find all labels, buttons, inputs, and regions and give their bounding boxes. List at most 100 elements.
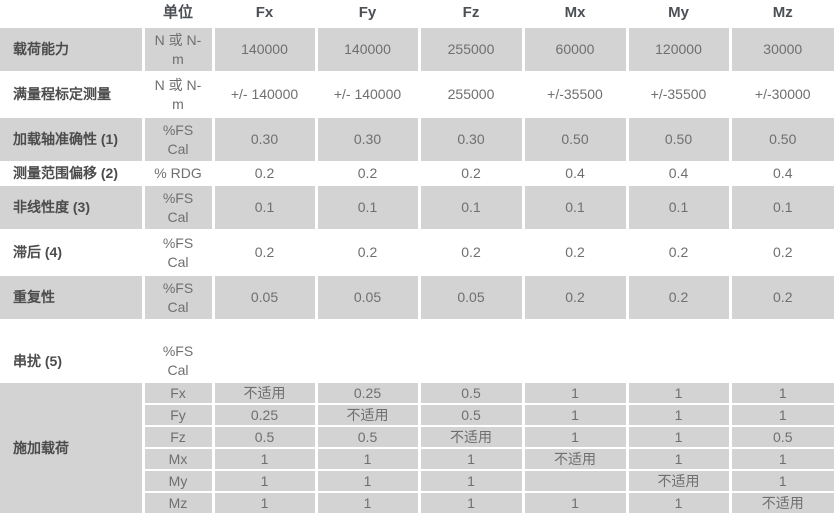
value-cell-mz: +/-30000 <box>730 72 834 118</box>
value-cell-fy: 0.05 <box>316 275 421 321</box>
value-cell-fz: 0.5 <box>419 382 525 405</box>
header-col-mx: Mx <box>523 0 629 28</box>
empty-cell <box>419 341 525 383</box>
row-label: 载荷能力 <box>0 27 145 73</box>
value-cell-fy: 0.1 <box>316 185 421 231</box>
row-load-axis-accuracy: 加载轴准确性 (1) %FS Cal 0.30 0.30 0.30 0.50 0… <box>0 117 834 163</box>
header-col-fy: Fy <box>316 0 421 28</box>
empty-cell <box>627 341 732 383</box>
value-cell-fz: 0.5 <box>419 404 525 427</box>
applied-load-row-fx: 施加载荷 Fx 不适用 0.25 0.5 1 1 1 <box>0 382 834 515</box>
axis-label-cell: Fz <box>143 426 215 449</box>
value-cell-mz: 0.2 <box>730 275 834 321</box>
value-cell-fy: 1 <box>316 470 421 493</box>
value-cell-mz: 0.4 <box>730 162 834 186</box>
value-cell-my: 1 <box>627 492 732 515</box>
header-col-fx: Fx <box>213 0 318 28</box>
row-label: 滞后 (4) <box>0 230 145 276</box>
row-nonlinearity: 非线性度 (3) %FS Cal 0.1 0.1 0.1 0.1 0.1 0.1 <box>0 185 834 231</box>
header-row: 单位 Fx Fy Fz Mx My Mz <box>0 0 834 28</box>
value-cell-mx: 60000 <box>523 27 629 73</box>
row-measurement-range-offset: 测量范围偏移 (2) % RDG 0.2 0.2 0.2 0.4 0.4 0.4 <box>0 162 834 186</box>
value-cell-fz: 0.1 <box>419 185 525 231</box>
applied-load-row-mz: Mz 1 1 1 1 1 不适用 <box>0 492 834 515</box>
value-cell-mx <box>523 470 629 493</box>
value-cell-mx: 0.2 <box>523 230 629 276</box>
applied-load-row-my: My 1 1 1 不适用 1 <box>0 470 834 493</box>
value-cell-fy: 0.5 <box>316 426 421 449</box>
unit-cell: %FS Cal <box>143 341 215 383</box>
unit-cell: %FS Cal <box>143 275 215 321</box>
value-cell-fy: 0.2 <box>316 162 421 186</box>
value-cell-my: 1 <box>627 448 732 471</box>
value-cell-mx: +/-35500 <box>523 72 629 118</box>
spacer-row <box>0 320 834 341</box>
row-label: 加载轴准确性 (1) <box>0 117 145 163</box>
value-cell-fx: 1 <box>213 470 318 493</box>
row-label: 串扰 (5) <box>0 341 145 383</box>
value-cell-fx: 不适用 <box>213 382 318 405</box>
value-cell-fz: 1 <box>419 492 525 515</box>
value-cell-my: 0.2 <box>627 275 732 321</box>
value-cell-fz: 1 <box>419 470 525 493</box>
value-cell-mx: 0.2 <box>523 275 629 321</box>
value-cell-mx: 0.4 <box>523 162 629 186</box>
axis-label-cell: My <box>143 470 215 493</box>
row-label: 测量范围偏移 (2) <box>0 162 145 186</box>
row-label: 满量程标定测量 <box>0 72 145 118</box>
header-col-my: My <box>627 0 732 28</box>
value-cell-fx: 1 <box>213 448 318 471</box>
unit-cell: %FS Cal <box>143 185 215 231</box>
value-cell-fx: 1 <box>213 492 318 515</box>
axis-label-cell: Fx <box>143 382 215 405</box>
applied-load-row-fz: Fz 0.5 0.5 不适用 1 1 0.5 <box>0 426 834 449</box>
value-cell-fz: 0.05 <box>419 275 525 321</box>
header-unit: 单位 <box>143 0 215 28</box>
value-cell-my: 0.2 <box>627 230 732 276</box>
header-col-fz: Fz <box>419 0 525 28</box>
value-cell-fx: 0.30 <box>213 117 318 163</box>
value-cell-mz: 1 <box>730 448 834 471</box>
value-cell-fx: 0.05 <box>213 275 318 321</box>
value-cell-fy: 0.30 <box>316 117 421 163</box>
value-cell-mx: 1 <box>523 426 629 449</box>
applied-load-row-fy: Fy 0.25 不适用 0.5 1 1 1 <box>0 404 834 427</box>
axis-label-cell: Mz <box>143 492 215 515</box>
value-cell-fy: 1 <box>316 492 421 515</box>
value-cell-mz: 1 <box>730 470 834 493</box>
value-cell-mz: 1 <box>730 382 834 405</box>
applied-load-row-mx: Mx 1 1 1 不适用 1 1 <box>0 448 834 471</box>
value-cell-fx: 140000 <box>213 27 318 73</box>
value-cell-mz: 不适用 <box>730 492 834 515</box>
empty-cell <box>523 341 629 383</box>
unit-cell: N 或 N- m <box>143 27 215 73</box>
value-cell-my: 1 <box>627 426 732 449</box>
value-cell-fx: 0.2 <box>213 162 318 186</box>
applied-load-label: 施加载荷 <box>0 382 145 515</box>
value-cell-my: 1 <box>627 404 732 427</box>
value-cell-my: 0.1 <box>627 185 732 231</box>
value-cell-mz: 0.1 <box>730 185 834 231</box>
row-repeatability: 重复性 %FS Cal 0.05 0.05 0.05 0.2 0.2 0.2 <box>0 275 834 321</box>
value-cell-my: 不适用 <box>627 470 732 493</box>
value-cell-fy: 1 <box>316 448 421 471</box>
axis-label-cell: Mx <box>143 448 215 471</box>
value-cell-fy: 140000 <box>316 27 421 73</box>
value-cell-my: 1 <box>627 382 732 405</box>
value-cell-mz: 0.5 <box>730 426 834 449</box>
value-cell-fz: 不适用 <box>419 426 525 449</box>
unit-cell: % RDG <box>143 162 215 186</box>
empty-cell <box>730 341 834 383</box>
value-cell-fy: 0.2 <box>316 230 421 276</box>
value-cell-my: +/-35500 <box>627 72 732 118</box>
value-cell-my: 0.50 <box>627 117 732 163</box>
value-cell-fz: 255000 <box>419 27 525 73</box>
header-col-mz: Mz <box>730 0 834 28</box>
value-cell-fy: 不适用 <box>316 404 421 427</box>
row-label: 非线性度 (3) <box>0 185 145 231</box>
value-cell-fz: 0.30 <box>419 117 525 163</box>
value-cell-mx: 1 <box>523 492 629 515</box>
row-crosstalk: 串扰 (5) %FS Cal <box>0 341 834 383</box>
value-cell-fy: +/- 140000 <box>316 72 421 118</box>
